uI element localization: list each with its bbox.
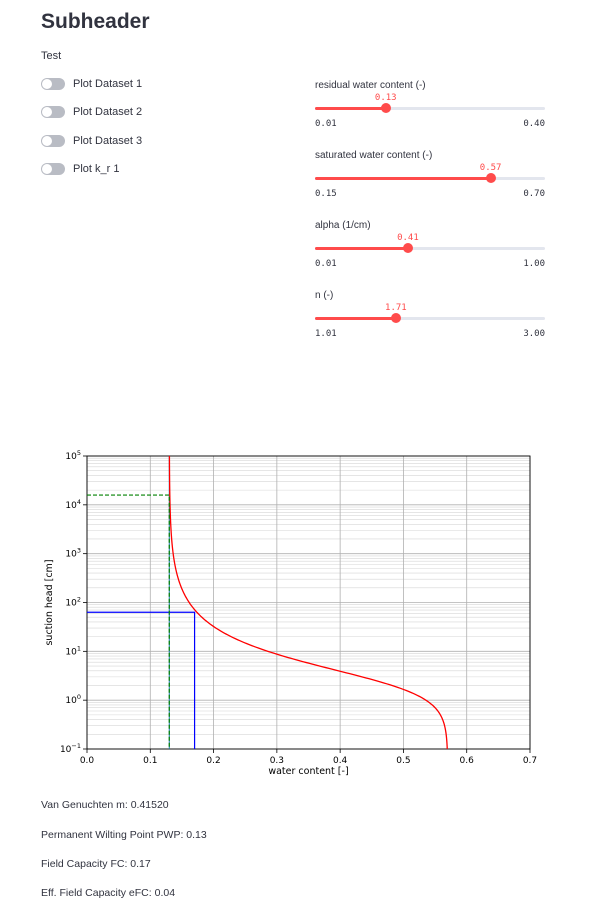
slider-value: 0.57 — [479, 163, 502, 173]
x-tick-label: 0.6 — [460, 756, 475, 766]
slider-max: 0.40 — [523, 119, 545, 129]
slider-min: 1.01 — [315, 329, 337, 339]
slider-min: 0.15 — [315, 189, 337, 199]
y-tick-label: 103 — [65, 547, 81, 560]
toggle-switch[interactable] — [41, 78, 65, 90]
slider-value: 1.71 — [385, 303, 407, 313]
x-tick-label: 0.5 — [396, 756, 410, 766]
x-tick-label: 0.1 — [143, 756, 157, 766]
result-fc: Field Capacity FC: 0.17 — [41, 858, 151, 870]
slider-value: 0.13 — [374, 93, 397, 103]
toggle-label: Plot Dataset 2 — [73, 106, 143, 118]
slider-min: 0.01 — [315, 119, 337, 129]
slider-min: 0.01 — [315, 259, 337, 269]
x-tick-label: 0.2 — [206, 756, 220, 766]
toggle-switch[interactable] — [41, 163, 65, 175]
x-tick-label: 0.3 — [270, 756, 284, 766]
toggle-plot-dataset-3[interactable]: Plot Dataset 3 — [41, 135, 142, 147]
slider-label: saturated water content (-) — [315, 150, 433, 161]
slider-label: n (-) — [315, 290, 334, 301]
y-tick-label: 102 — [65, 596, 81, 609]
slider-max: 0.70 — [523, 189, 545, 199]
plot-frame — [86, 455, 531, 750]
x-tick-label: 0.7 — [523, 756, 537, 766]
caption-text: Test — [41, 50, 62, 62]
page-subheader: Subheader — [41, 10, 150, 33]
slider-fill — [315, 247, 408, 250]
slider-label: residual water content (-) — [315, 80, 426, 91]
slider-thumb[interactable] — [380, 103, 391, 113]
toggle-label: Plot Dataset 3 — [73, 135, 143, 147]
slider-label: alpha (1/cm) — [315, 220, 371, 231]
slider-max: 3.00 — [523, 329, 545, 339]
y-tick-label: 104 — [65, 498, 81, 511]
toggle-label: Plot k_r 1 — [73, 163, 120, 175]
x-axis-label: water content [-] — [268, 766, 348, 777]
toggle-plot-dataset-1[interactable]: Plot Dataset 1 — [41, 78, 142, 90]
x-tick-label: 0.0 — [80, 756, 95, 766]
slider-track[interactable] — [315, 243, 545, 253]
slider-max: 1.00 — [523, 259, 545, 269]
y-tick-label: 10−1 — [60, 742, 81, 755]
slider-thumb[interactable] — [485, 173, 496, 183]
slider-track[interactable] — [315, 313, 545, 323]
retention-curve-line — [168, 456, 448, 750]
toggle-switch[interactable] — [41, 106, 65, 118]
slider-track[interactable] — [315, 103, 545, 113]
field-capacity-line — [87, 611, 196, 749]
slider-thumb[interactable] — [402, 243, 413, 253]
result-van-genuchten-m: Van Genuchten m: 0.41520 — [41, 799, 169, 811]
slider-fill — [315, 107, 386, 110]
toggle-label: Plot Dataset 1 — [73, 78, 143, 90]
slider-track[interactable] — [315, 173, 545, 183]
y-tick-label: 105 — [65, 449, 81, 462]
y-axis-label: suction head [cm] — [44, 559, 55, 645]
toggle-plot-dataset-2[interactable]: Plot Dataset 2 — [41, 106, 142, 118]
slider-fill — [315, 177, 491, 180]
result-efc: Eff. Field Capacity eFC: 0.04 — [41, 887, 176, 899]
wilting-point-line — [87, 494, 170, 749]
toggle-switch[interactable] — [41, 135, 65, 147]
slider-thumb[interactable] — [390, 313, 401, 323]
y-tick-label: 101 — [65, 644, 81, 657]
retention-curve-chart: 10−1 100 101 102 103 104 105 0.0 0.1 0.2 0.3 0.4 0.5… — [44, 449, 537, 777]
y-tick-label: 100 — [65, 693, 81, 706]
x-tick-label: 0.4 — [333, 756, 348, 766]
slider-value: 0.41 — [397, 233, 419, 243]
slider-fill — [315, 317, 396, 320]
result-pwp: Permanent Wilting Point PWP: 0.13 — [41, 829, 207, 841]
toggle-plot-kr1[interactable]: Plot k_r 1 — [41, 163, 119, 175]
